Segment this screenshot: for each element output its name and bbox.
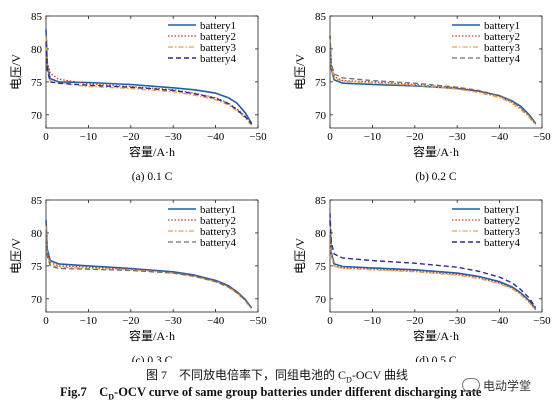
x-tick-label: −40: [207, 131, 225, 143]
x-axis-label: 容量/A·h: [129, 328, 175, 343]
caption-cn-sub: D: [346, 375, 352, 385]
plot-frame: [329, 15, 543, 129]
y-tick-label: 80: [31, 44, 43, 56]
series-line-battery1: [329, 219, 537, 310]
x-tick-label: −30: [449, 131, 467, 143]
y-tick-label: 75: [315, 77, 327, 89]
chart-subtitle: (a) 0.1 C: [132, 171, 173, 183]
plot-frame: [45, 15, 259, 129]
x-tick-label: −20: [406, 131, 424, 143]
figure-caption-en: Fig.7 CD-OCV curve of same group batteri…: [60, 385, 482, 402]
caption-en-tail: -OCV curve of same group batteries under…: [114, 385, 482, 399]
figure-canvas: 0 −10 −20 −30 −40 −50 70 75 80 85 容量/A·h 电压/V (a) 0.…: [9, 11, 551, 362]
series-line-battery1: [329, 35, 537, 124]
plot-frame: [45, 199, 259, 313]
legend-label: battery4: [200, 237, 237, 249]
legend-label: battery2: [484, 215, 520, 227]
legend-label: battery1: [484, 204, 520, 216]
legend-label: battery2: [200, 31, 236, 43]
x-tick-label: −30: [165, 131, 183, 143]
chart-panel: 0 −10 −20 −30 −40 −50 70 75 80 85 容量/A·h 电压/V (c) 0.…: [9, 195, 267, 362]
y-tick-label: 85: [31, 11, 43, 23]
y-tick-label: 70: [315, 110, 327, 122]
x-tick-label: 0: [327, 131, 333, 143]
y-tick-label: 80: [315, 44, 327, 56]
x-axis-label: 容量/A·h: [413, 144, 459, 159]
watermark: 电动学堂: [462, 377, 531, 394]
y-tick-label: 80: [315, 228, 327, 240]
legend-label: battery1: [200, 20, 236, 32]
y-axis-label: 电压/V: [293, 54, 307, 90]
x-tick-label: −30: [165, 315, 183, 327]
legend-label: battery2: [200, 215, 236, 227]
chart-subtitle: (b) 0.2 C: [415, 171, 457, 183]
series-line-battery3: [45, 35, 253, 126]
chart-subtitle: (d) 0.5 C: [415, 355, 457, 362]
x-tick-label: 0: [327, 315, 333, 327]
y-tick-label: 75: [31, 77, 43, 89]
legend-label: battery3: [484, 226, 521, 238]
x-tick-label: −50: [533, 131, 551, 143]
x-tick-label: −50: [249, 131, 267, 143]
chart-panel: 0 −10 −20 −30 −40 −50 70 75 80 85 容量/A·h 电压/V (d) 0.…: [293, 195, 551, 362]
series-line-battery4: [329, 213, 537, 308]
x-tick-label: −40: [207, 315, 225, 327]
y-tick-label: 75: [31, 261, 43, 273]
series-line-battery3: [329, 226, 537, 311]
y-axis-label: 电压/V: [9, 238, 23, 274]
y-tick-label: 70: [31, 294, 43, 306]
x-tick-label: −10: [364, 315, 382, 327]
legend-label: battery4: [484, 237, 521, 249]
x-tick-label: −20: [122, 131, 140, 143]
x-axis-label: 容量/A·h: [413, 328, 459, 343]
series-line-battery4: [329, 42, 537, 124]
x-tick-label: 0: [43, 315, 49, 327]
caption-cn-tail: -OCV 曲线: [351, 368, 408, 382]
legend-label: battery2: [484, 31, 520, 43]
series-line-battery3: [329, 39, 537, 126]
y-tick-label: 85: [315, 11, 327, 23]
legend-label: battery4: [484, 53, 521, 65]
figure-caption-cn: 图 7 不同放电倍率下，同组电池的 CD-OCV 曲线: [0, 366, 554, 384]
watermark-text: 电动学堂: [483, 379, 532, 393]
legend-label: battery1: [200, 204, 236, 216]
caption-cn-main: 图 7 不同放电倍率下，同组电池的 C: [146, 368, 347, 382]
caption-en-prefix: Fig.7: [60, 385, 87, 399]
y-tick-label: 70: [315, 294, 327, 306]
x-tick-label: −20: [122, 315, 140, 327]
plot-frame: [329, 199, 543, 313]
series-line-battery1: [45, 219, 253, 309]
x-tick-label: −30: [449, 315, 467, 327]
y-tick-label: 85: [31, 195, 43, 207]
legend-label: battery4: [200, 53, 237, 65]
chart-panel: 0 −10 −20 −30 −40 −50 70 75 80 85 容量/A·h 电压/V (b) 0.…: [293, 11, 551, 183]
x-tick-label: −40: [491, 131, 509, 143]
x-tick-label: −10: [80, 131, 98, 143]
x-tick-label: −10: [364, 131, 382, 143]
caption-en-sub: D: [108, 392, 115, 402]
y-tick-label: 75: [315, 261, 327, 273]
y-tick-label: 70: [31, 110, 43, 122]
x-axis-label: 容量/A·h: [129, 144, 175, 159]
series-line-battery4: [45, 42, 253, 125]
y-tick-label: 80: [31, 228, 43, 240]
x-tick-label: −10: [80, 315, 98, 327]
x-tick-label: −50: [533, 315, 551, 327]
y-axis-label: 电压/V: [9, 54, 23, 90]
caption-en-c: C: [99, 385, 109, 399]
x-tick-label: −50: [249, 315, 267, 327]
x-tick-label: 0: [43, 131, 49, 143]
y-axis-label: 电压/V: [293, 238, 307, 274]
legend-label: battery3: [484, 42, 521, 54]
series-line-battery4: [45, 229, 253, 309]
chart-subtitle: (c) 0.3 C: [132, 355, 173, 362]
x-tick-label: −40: [491, 315, 509, 327]
legend-label: battery1: [484, 20, 520, 32]
chart-panel: 0 −10 −20 −30 −40 −50 70 75 80 85 容量/A·h 电压/V (a) 0.…: [9, 11, 267, 183]
y-tick-label: 85: [315, 195, 327, 207]
legend-label: battery3: [200, 226, 237, 238]
x-tick-label: −20: [406, 315, 424, 327]
wechat-icon: [462, 378, 480, 392]
legend-label: battery3: [200, 42, 237, 54]
